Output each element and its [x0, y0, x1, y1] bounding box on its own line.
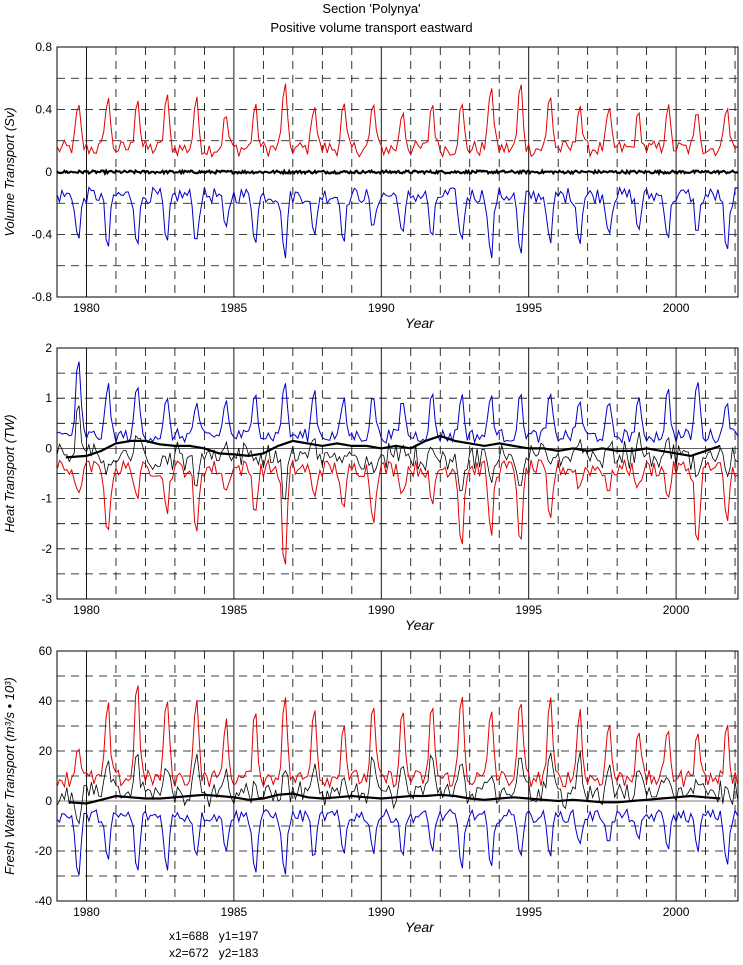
panel2-ytick-label: 1	[45, 391, 52, 405]
panel1-ytick-label: 0.8	[35, 40, 52, 54]
panel2-xlabel: Year	[405, 617, 435, 633]
chart-title-line1: Section 'Polynya'	[322, 1, 421, 16]
panel1-series-net	[56, 168, 738, 177]
panel3-xtick-label: 1990	[368, 905, 395, 919]
panel1-xlabel: Year	[405, 315, 435, 331]
panel1-ylabel: Volume Transport (Sv)	[2, 107, 17, 236]
panel1-ytick-label: 0.4	[35, 103, 52, 117]
panel3-ytick-label: -20	[35, 844, 53, 858]
panel1-xtick-label: 1985	[221, 301, 248, 315]
panel3-xtick-label: 2000	[663, 905, 690, 919]
panel2-xtick-label: 1985	[221, 603, 248, 617]
panel2-ytick-label: -3	[41, 592, 52, 606]
panel2-ytick-label: -1	[41, 492, 52, 506]
panel1-xtick-label: 2000	[663, 301, 690, 315]
panel3-series-net-smoothed	[68, 792, 721, 805]
panel3-xtick-label: 1985	[221, 905, 248, 919]
panel2-xtick-label: 1995	[515, 603, 542, 617]
panel3-ytick-label: 40	[39, 694, 53, 708]
panel1-xtick-label: 1995	[515, 301, 542, 315]
panel3-ylabel: Fresh Water Transport (m³/s • 10³)	[2, 677, 17, 875]
panel3-xtick-label: 1980	[73, 905, 100, 919]
panel3-ytick-label: 20	[39, 744, 53, 758]
panel3-series-net-seasonal	[56, 751, 738, 825]
panel2-series-net-smoothed	[65, 434, 721, 459]
panel2-series-net-seasonal	[56, 405, 738, 500]
panel2-ytick-label: 2	[45, 341, 52, 355]
panel2-xtick-label: 1990	[368, 603, 395, 617]
panel2-ytick-label: 0	[45, 441, 52, 455]
chart-title-line2: Positive volume transport eastward	[270, 20, 473, 35]
panel3-xlabel: Year	[405, 919, 435, 935]
panel3-series-negative-fw	[56, 807, 738, 876]
panel3-ytick-label: -40	[35, 894, 53, 908]
panel2-xtick-label: 2000	[663, 603, 690, 617]
panel1-ytick-label: -0.8	[31, 290, 52, 304]
panel2-ytick-label: -2	[41, 542, 52, 556]
panel1-series-positive	[56, 83, 738, 159]
panel1-series-negative	[56, 185, 738, 259]
panel3-series-positive-fw	[56, 685, 738, 789]
panel1-xtick-label: 1980	[73, 301, 100, 315]
panel1-xtick-label: 1990	[368, 301, 395, 315]
panel1-ytick-label: 0	[45, 165, 52, 179]
panel1-ytick-label: -0.4	[31, 228, 52, 242]
coords-line2: x2=672 y2=183	[169, 946, 259, 960]
coords-line1: x1=688 y1=197	[169, 929, 259, 943]
panel2-series-positive-heat	[56, 361, 738, 445]
panel2-series-negative-heat	[56, 458, 738, 565]
panel3-ytick-label: 60	[39, 644, 53, 658]
panel2-xtick-label: 1980	[73, 603, 100, 617]
panel2-ylabel: Heat Transport (TW)	[2, 414, 17, 532]
panel3-xtick-label: 1995	[515, 905, 542, 919]
panel3-ytick-label: 0	[45, 794, 52, 808]
